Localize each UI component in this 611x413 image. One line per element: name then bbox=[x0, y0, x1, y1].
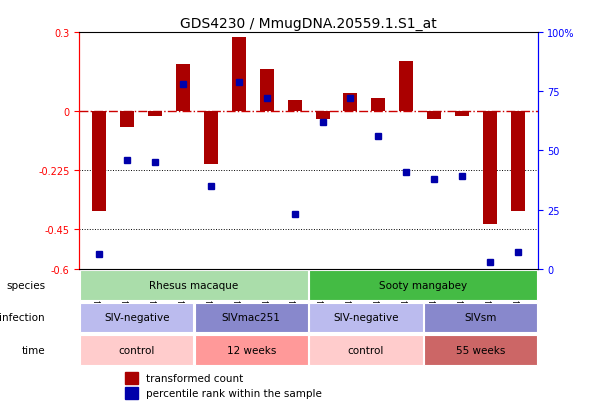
Text: control: control bbox=[119, 345, 155, 355]
Text: infection: infection bbox=[0, 313, 45, 323]
Text: species: species bbox=[6, 280, 45, 290]
Text: time: time bbox=[21, 345, 45, 355]
Bar bbox=[455, 112, 469, 117]
Text: 12 weeks: 12 weeks bbox=[227, 345, 276, 355]
Text: SIV-negative: SIV-negative bbox=[333, 313, 398, 323]
Text: Sooty mangabey: Sooty mangabey bbox=[379, 280, 467, 290]
Text: control: control bbox=[348, 345, 384, 355]
Bar bbox=[371, 99, 386, 112]
FancyBboxPatch shape bbox=[80, 303, 194, 332]
Bar bbox=[125, 387, 138, 399]
FancyBboxPatch shape bbox=[80, 335, 194, 365]
Bar bbox=[315, 112, 329, 120]
Bar bbox=[120, 112, 134, 128]
Bar bbox=[483, 112, 497, 224]
Bar bbox=[92, 112, 106, 211]
FancyBboxPatch shape bbox=[80, 271, 308, 300]
Bar bbox=[260, 70, 274, 112]
Bar bbox=[288, 101, 302, 112]
FancyBboxPatch shape bbox=[194, 303, 308, 332]
Text: transformed count: transformed count bbox=[146, 373, 243, 383]
Text: percentile rank within the sample: percentile rank within the sample bbox=[146, 388, 322, 398]
FancyBboxPatch shape bbox=[423, 303, 537, 332]
Bar bbox=[427, 112, 441, 120]
Bar bbox=[204, 112, 218, 164]
Bar bbox=[343, 93, 357, 112]
Title: GDS4230 / MmugDNA.20559.1.S1_at: GDS4230 / MmugDNA.20559.1.S1_at bbox=[180, 17, 437, 31]
FancyBboxPatch shape bbox=[309, 303, 423, 332]
FancyBboxPatch shape bbox=[194, 335, 308, 365]
Text: SIV-negative: SIV-negative bbox=[104, 313, 169, 323]
Bar bbox=[400, 62, 413, 112]
Bar bbox=[232, 38, 246, 112]
FancyBboxPatch shape bbox=[423, 335, 537, 365]
Text: Rhesus macaque: Rhesus macaque bbox=[149, 280, 239, 290]
Text: SIVmac251: SIVmac251 bbox=[222, 313, 280, 323]
Text: 55 weeks: 55 weeks bbox=[456, 345, 505, 355]
FancyBboxPatch shape bbox=[309, 335, 423, 365]
Text: SIVsm: SIVsm bbox=[464, 313, 497, 323]
FancyBboxPatch shape bbox=[309, 271, 537, 300]
Bar bbox=[511, 112, 525, 211]
Bar bbox=[148, 112, 162, 117]
Bar bbox=[176, 64, 190, 112]
Bar bbox=[125, 372, 138, 384]
